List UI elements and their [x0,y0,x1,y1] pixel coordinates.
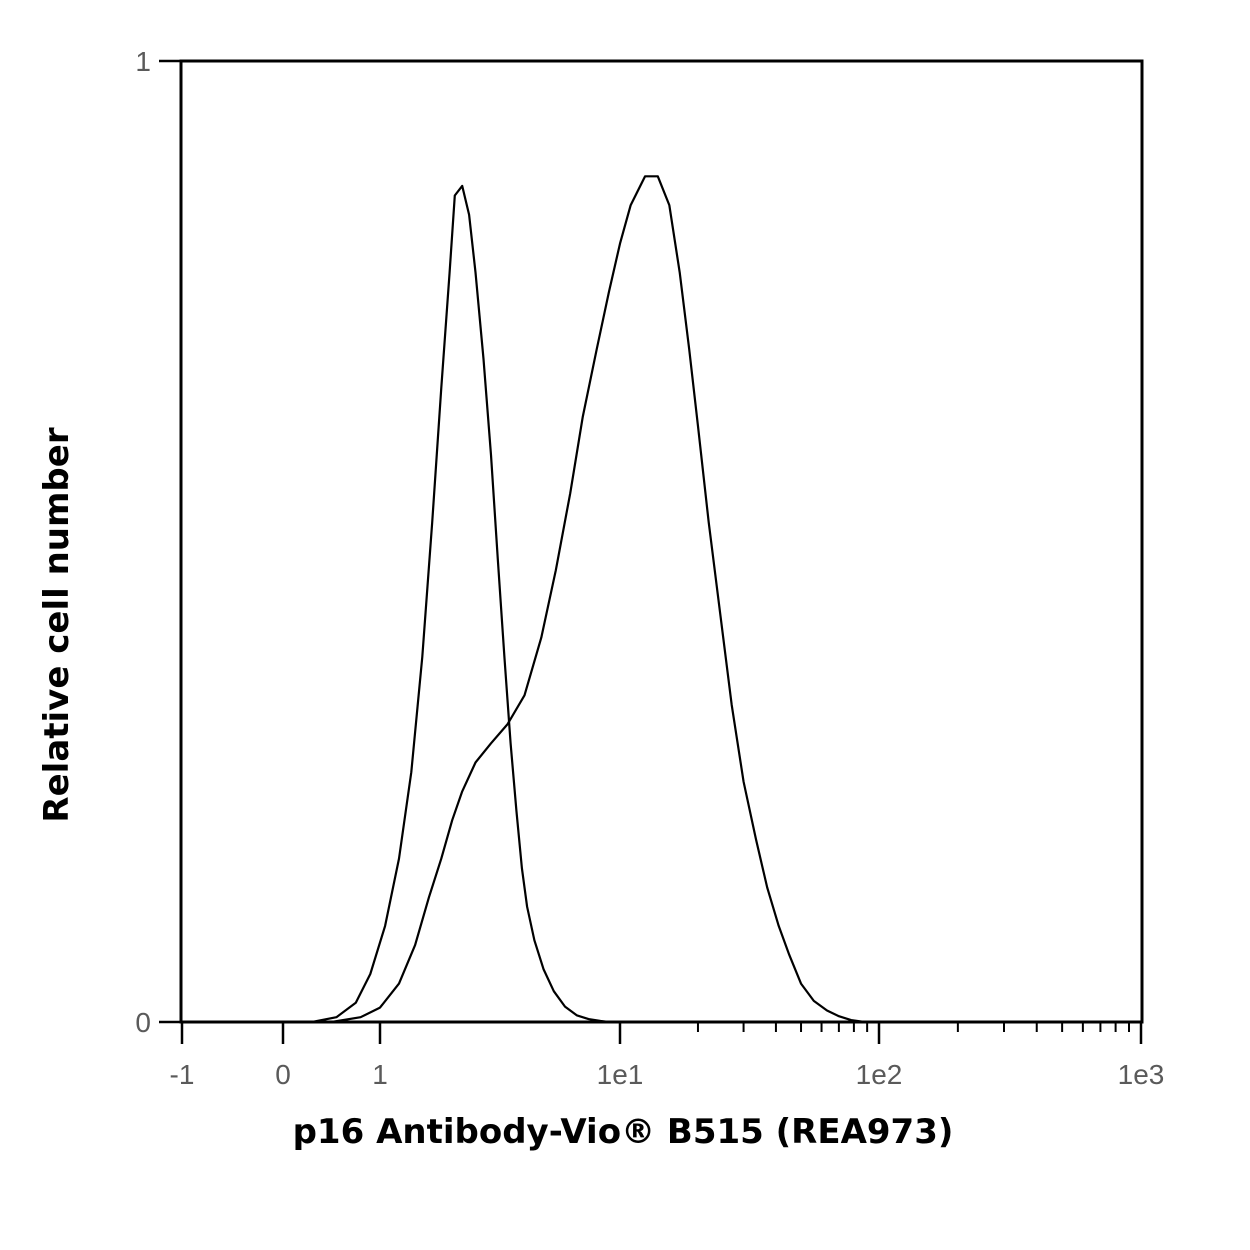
y-axis: 01 [135,46,181,1038]
x-tick-label: 1 [372,1059,388,1090]
x-tick-label: 1e2 [856,1059,903,1090]
x-axis-title: p16 Antibody-Vio® B515 (REA973) [293,1112,954,1152]
x-axis: -1 0 1 1e1 1e2 1e3 [170,1022,1165,1090]
x-tick-label: 1e1 [597,1059,644,1090]
histogram-series-1 [311,184,610,1024]
histogram-series-2 [331,175,865,1024]
y-tick-label: 1 [135,46,151,77]
x-tick-label: -1 [170,1059,195,1090]
x-tick-label: 1e3 [1118,1059,1165,1090]
y-axis-title: Relative cell number [37,427,77,822]
x-tick-label: 0 [275,1059,291,1090]
y-tick-label: 0 [135,1007,151,1038]
series-layer [311,175,865,1024]
plot-frame [179,59,1144,1024]
